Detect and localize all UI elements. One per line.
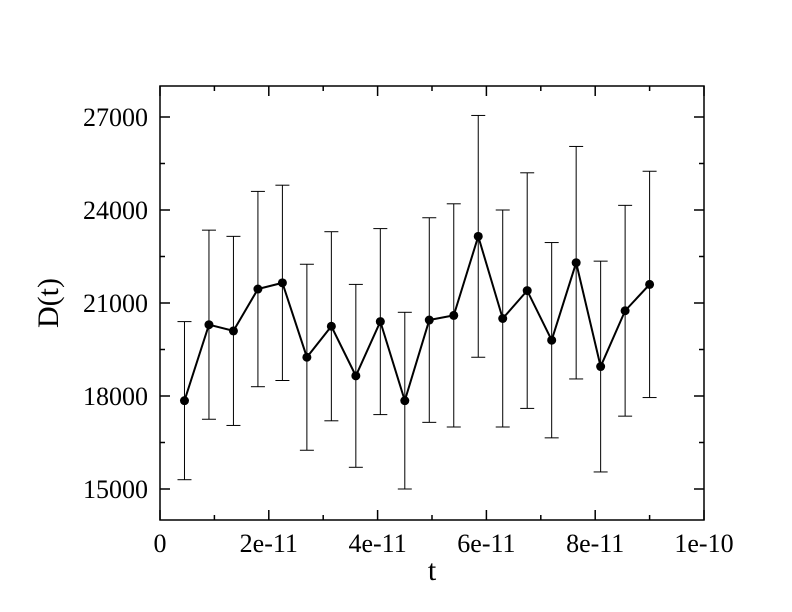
x-tick-label: 2e-11: [240, 529, 298, 558]
data-point: [375, 317, 385, 327]
x-tick-label: 6e-11: [457, 529, 515, 558]
y-tick-label: 21000: [83, 289, 148, 318]
x-tick-label: 8e-11: [566, 529, 624, 558]
y-tick-label: 15000: [83, 475, 148, 504]
data-point: [571, 258, 581, 268]
x-tick-label: 1e-10: [674, 529, 733, 558]
data-point: [522, 286, 532, 296]
data-point: [302, 352, 312, 362]
data-point: [204, 320, 214, 330]
data-point: [400, 396, 410, 406]
y-tick-label: 27000: [83, 103, 148, 132]
x-tick-label: 0: [154, 529, 167, 558]
data-point: [620, 306, 630, 316]
data-markers: [179, 231, 655, 406]
data-point: [326, 321, 336, 331]
x-tick-labels: 0 2e-11 4e-11 6e-11 8e-11 1e-10: [154, 529, 734, 558]
x-axis-title: t: [428, 554, 437, 587]
y-tick-label: 24000: [83, 196, 148, 225]
y-tick-labels: 15000 18000 21000 24000 27000: [83, 103, 148, 504]
data-point: [277, 278, 287, 288]
data-point: [179, 396, 189, 406]
data-point: [473, 231, 483, 241]
data-point: [645, 279, 655, 289]
y-tick-label: 18000: [83, 382, 148, 411]
y-axis-title: D(t): [32, 278, 65, 328]
data-point: [498, 314, 508, 323]
axis-ticks: [159, 86, 705, 520]
data-point: [351, 371, 361, 381]
data-point: [596, 362, 606, 372]
data-point: [424, 315, 434, 325]
x-tick-label: 4e-11: [348, 529, 406, 558]
data-point: [228, 326, 238, 336]
data-point: [547, 335, 557, 345]
plot-frame: [159, 85, 705, 521]
data-point: [253, 284, 263, 294]
data-point: [449, 310, 459, 320]
